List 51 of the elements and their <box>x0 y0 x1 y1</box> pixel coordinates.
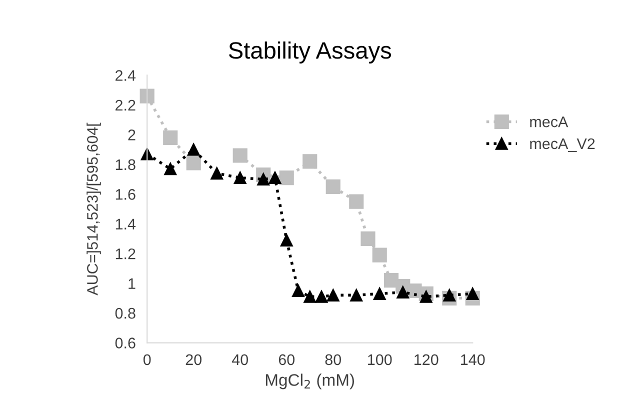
point <box>349 194 364 209</box>
point <box>315 290 328 303</box>
y-tick-label: 0.8 <box>115 308 136 319</box>
point <box>373 287 386 300</box>
point <box>186 156 201 170</box>
point <box>140 88 154 104</box>
x-tick-label: 80 <box>325 354 342 366</box>
point <box>210 167 224 180</box>
y-tick-label: 0.6 <box>115 338 136 348</box>
point <box>304 290 316 303</box>
point <box>140 148 154 160</box>
y-tick-label: 1 <box>128 278 136 289</box>
point <box>360 231 376 246</box>
point <box>280 234 293 246</box>
point <box>163 130 178 145</box>
chart-title: Stability Assays <box>228 41 392 64</box>
y-tick-label: 2.4 <box>116 70 136 81</box>
point <box>326 288 340 302</box>
x-tick-label: 120 <box>414 354 438 366</box>
y-tick-label: 1.2 <box>116 248 136 260</box>
x-tick-label: 0 <box>143 354 151 366</box>
point <box>420 290 432 303</box>
y-tick-label: 1.6 <box>116 189 136 200</box>
x-tick-label: 60 <box>278 354 295 366</box>
point <box>326 179 340 194</box>
point <box>232 148 248 163</box>
x-tick-label: 20 <box>186 354 202 366</box>
x-tick-label: 100 <box>368 354 392 366</box>
point <box>372 248 387 262</box>
point <box>164 162 177 176</box>
point <box>257 173 270 186</box>
x-axis-title: MgCl$_{2}$ (mM) <box>266 374 354 390</box>
y-tick-label: 2 <box>128 130 136 140</box>
point <box>234 172 246 184</box>
point <box>350 288 363 302</box>
y-axis-title: AUC=]514,523]/[595,604[ <box>86 122 101 296</box>
y-tick-label: 1.4 <box>116 218 136 230</box>
point <box>187 143 200 156</box>
y-tick-label: 2.2 <box>116 100 136 110</box>
x-tick-label: 40 <box>232 354 248 366</box>
point <box>268 172 282 184</box>
point <box>396 286 410 298</box>
point <box>292 284 304 297</box>
y-tick-label: 1.8 <box>116 159 136 170</box>
point <box>466 287 479 300</box>
point <box>443 288 456 302</box>
point <box>279 170 294 186</box>
legend-label: mecA <box>530 116 568 128</box>
point <box>302 154 318 169</box>
legend-label: mecA_V2 <box>530 138 595 152</box>
x-tick-label: 140 <box>461 354 485 366</box>
